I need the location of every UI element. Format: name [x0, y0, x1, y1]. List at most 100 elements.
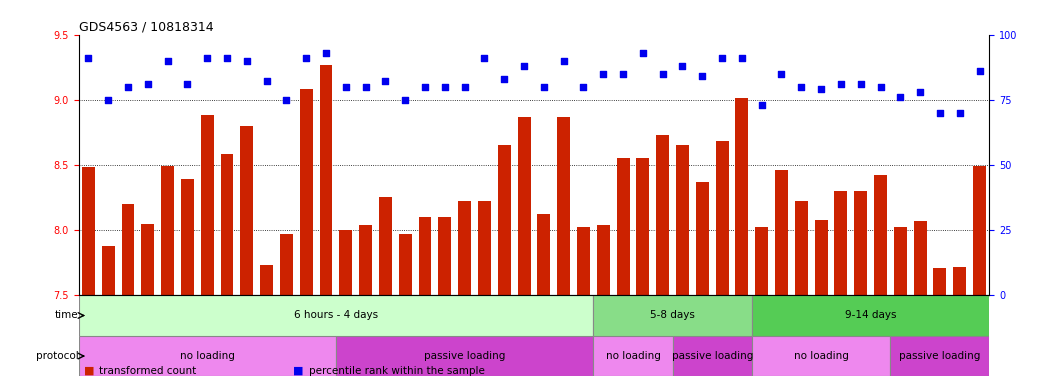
Bar: [379, 197, 392, 295]
Bar: [752, 295, 989, 336]
Point: [674, 63, 691, 69]
Bar: [597, 225, 609, 295]
Text: transformed count: transformed count: [99, 366, 197, 376]
Point: [317, 50, 334, 56]
Bar: [497, 145, 511, 295]
Text: passive loading: passive loading: [424, 351, 506, 361]
Point: [932, 110, 949, 116]
Point: [99, 97, 116, 103]
Bar: [419, 217, 431, 295]
Bar: [854, 191, 867, 295]
Point: [377, 78, 394, 84]
Bar: [752, 336, 890, 376]
Point: [239, 58, 255, 64]
Bar: [775, 170, 788, 295]
Bar: [656, 135, 669, 295]
Bar: [894, 227, 907, 295]
Point: [595, 71, 611, 77]
Text: percentile rank within the sample: percentile rank within the sample: [309, 366, 485, 376]
Point: [417, 84, 433, 90]
Text: 5-8 days: 5-8 days: [650, 311, 695, 321]
Bar: [874, 175, 887, 295]
Bar: [834, 191, 847, 295]
Bar: [241, 126, 253, 295]
Bar: [336, 336, 594, 376]
Bar: [676, 145, 689, 295]
Point: [634, 50, 651, 56]
Text: ■: ■: [84, 366, 94, 376]
Point: [892, 94, 909, 100]
Bar: [577, 227, 589, 295]
Point: [179, 81, 196, 87]
Point: [259, 78, 275, 84]
Bar: [82, 167, 95, 295]
Bar: [261, 265, 273, 295]
Bar: [280, 234, 293, 295]
Text: ■: ■: [293, 366, 304, 376]
Bar: [319, 65, 333, 295]
Bar: [517, 117, 531, 295]
Bar: [716, 141, 729, 295]
Point: [952, 110, 968, 116]
Point: [80, 55, 96, 61]
Point: [734, 55, 751, 61]
Text: GDS4563 / 10818314: GDS4563 / 10818314: [79, 20, 214, 33]
Point: [972, 68, 988, 74]
Bar: [914, 221, 927, 295]
Bar: [102, 246, 115, 295]
Bar: [815, 220, 827, 295]
Bar: [201, 115, 214, 295]
Bar: [795, 201, 807, 295]
Bar: [181, 179, 194, 295]
Point: [694, 73, 711, 79]
Point: [279, 97, 295, 103]
Point: [297, 55, 314, 61]
Point: [516, 63, 533, 69]
Bar: [299, 89, 313, 295]
Point: [793, 84, 809, 90]
Bar: [79, 336, 336, 376]
Point: [476, 55, 493, 61]
Bar: [594, 295, 752, 336]
Point: [159, 58, 176, 64]
Text: no loading: no loading: [180, 351, 235, 361]
Point: [219, 55, 236, 61]
Point: [654, 71, 671, 77]
Text: no loading: no loading: [794, 351, 848, 361]
Bar: [934, 268, 946, 295]
Point: [852, 81, 869, 87]
Point: [456, 84, 473, 90]
Point: [753, 102, 770, 108]
Bar: [537, 214, 551, 295]
Point: [397, 97, 414, 103]
Text: no loading: no loading: [605, 351, 661, 361]
Point: [832, 81, 849, 87]
Point: [337, 84, 354, 90]
Bar: [121, 204, 134, 295]
Point: [357, 84, 374, 90]
Point: [119, 84, 136, 90]
Point: [575, 84, 592, 90]
Bar: [339, 230, 352, 295]
Point: [555, 58, 572, 64]
Text: passive loading: passive loading: [671, 351, 753, 361]
Bar: [459, 201, 471, 295]
Text: protocol: protocol: [36, 351, 79, 361]
Bar: [735, 98, 749, 295]
Point: [139, 81, 156, 87]
Text: 9-14 days: 9-14 days: [845, 311, 896, 321]
Bar: [973, 166, 986, 295]
Bar: [399, 234, 411, 295]
Bar: [161, 166, 174, 295]
Point: [496, 76, 513, 82]
Bar: [594, 336, 672, 376]
Bar: [617, 158, 629, 295]
Bar: [637, 158, 649, 295]
Bar: [672, 336, 752, 376]
Text: passive loading: passive loading: [899, 351, 981, 361]
Bar: [755, 227, 768, 295]
Bar: [79, 295, 594, 336]
Point: [437, 84, 453, 90]
Point: [912, 89, 929, 95]
Bar: [221, 154, 233, 295]
